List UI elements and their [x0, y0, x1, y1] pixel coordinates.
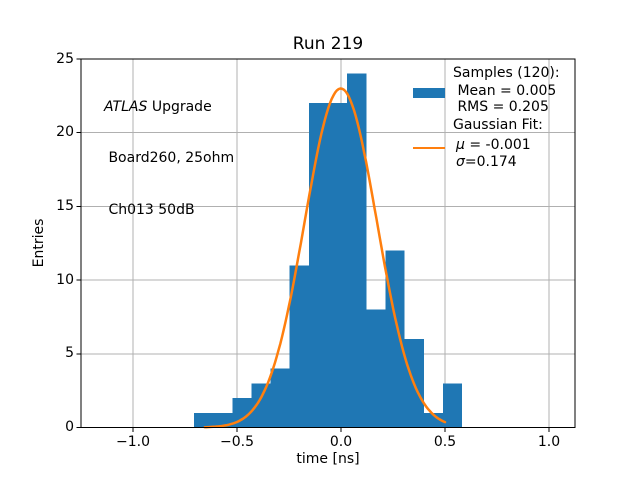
histogram-bar	[251, 383, 271, 428]
histogram-bar	[423, 412, 443, 428]
y-tick-label: 20	[56, 124, 74, 141]
histogram-legend-swatch	[413, 88, 445, 98]
histogram-bar	[443, 383, 463, 428]
annotation-text: ATLAS Upgrade Board260, 25ohm Ch013 50dB	[104, 64, 234, 254]
legend-mean-label: Mean = 0.005	[453, 82, 557, 99]
y-tick-label: 15	[56, 197, 74, 214]
histogram-bar	[232, 398, 252, 428]
legend-rms-label: RMS = 0.205	[453, 98, 549, 115]
legend-sigma-label: σ=0.174	[456, 153, 517, 170]
x-tick-label: −1.0	[116, 434, 150, 450]
histogram-bar	[289, 265, 309, 428]
x-axis-label: time [ns]	[296, 451, 360, 467]
histogram-bars	[193, 73, 463, 428]
histogram-bar	[270, 368, 290, 428]
histogram-bar	[366, 309, 386, 428]
gaussian-fit-curve	[203, 87, 447, 429]
gaussian-legend-line	[413, 146, 445, 150]
y-tick-label: 5	[65, 345, 74, 362]
chart-title: Run 219	[292, 34, 364, 54]
x-tick-label: −0.5	[220, 434, 254, 450]
x-tick-label: 1.0	[537, 434, 561, 450]
x-tick-label: 0.5	[433, 434, 457, 450]
axes-frame	[80, 58, 576, 428]
histogram-bar	[328, 103, 348, 428]
y-tick-label: 25	[56, 50, 74, 67]
legend-samples-header: Samples (120):	[453, 64, 560, 81]
histogram-bar	[193, 412, 214, 428]
histogram-bar	[385, 250, 405, 428]
annotation-line-1: ATLAS Upgrade	[104, 98, 212, 115]
y-axis-label: Entries	[31, 218, 47, 268]
tick-marks	[76, 58, 550, 432]
annotation-line-3: Ch013 50dB	[104, 202, 195, 219]
legend-fit-header: Gaussian Fit:	[453, 116, 543, 133]
y-tick-label: 0	[65, 419, 74, 435]
histogram-bar	[347, 73, 367, 428]
y-tick-label: 10	[56, 271, 74, 288]
histogram-bar	[308, 103, 329, 428]
annotation-line-2: Board260, 25ohm	[104, 150, 235, 167]
x-tick-label: 0.0	[329, 434, 353, 450]
legend-mu-label: μ = -0.001	[456, 136, 531, 153]
